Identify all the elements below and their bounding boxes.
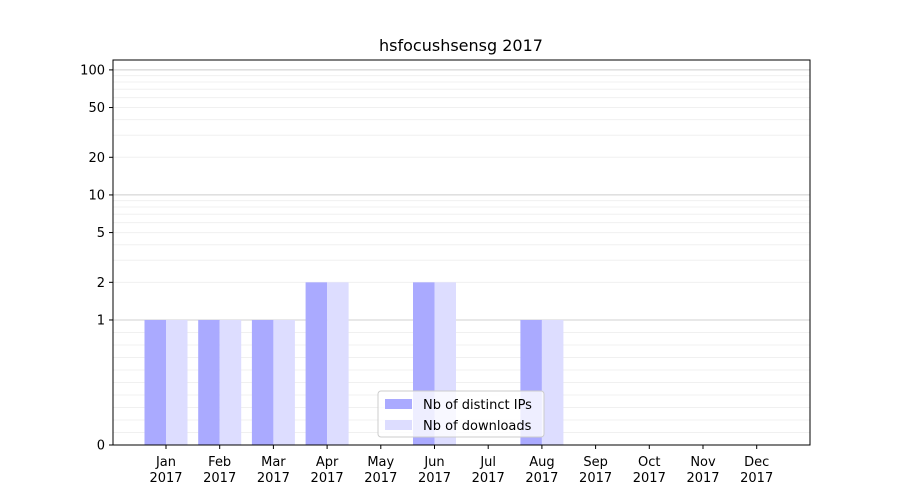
bar-downloads — [166, 319, 188, 445]
legend-swatch — [385, 420, 412, 430]
x-tick-label: Apr 2017 — [311, 455, 344, 486]
bar-distinct-ips — [251, 319, 274, 445]
y-tick-label: 20 — [88, 151, 105, 166]
x-tick-label: Aug 2017 — [525, 455, 558, 486]
x-tick-label: Jul 2017 — [472, 455, 505, 486]
x-tick-label: Nov 2017 — [686, 455, 719, 486]
x-tick-label: Dec 2017 — [740, 455, 773, 486]
bars — [144, 282, 564, 445]
y-tick-label: 10 — [88, 188, 105, 203]
legend-label: Nb of distinct IPs — [423, 398, 532, 413]
y-tick-label: 5 — [97, 226, 105, 241]
legend-box — [377, 390, 545, 438]
chart-title: hsfocushsensg 2017 — [379, 36, 543, 55]
bar-downloads — [219, 319, 242, 445]
x-tick-label: Feb 2017 — [203, 455, 236, 486]
bar-downloads — [541, 319, 564, 445]
x-tick-label: Mar 2017 — [257, 455, 290, 486]
x-tick-label: Sep 2017 — [579, 455, 612, 486]
bar-distinct-ips — [305, 282, 328, 445]
y-tick-label: 0 — [97, 439, 105, 454]
x-tick-label: Jan 2017 — [149, 455, 182, 486]
bar-distinct-ips — [144, 319, 166, 445]
x-tick-label: Oct 2017 — [633, 455, 666, 486]
x-axis: Jan 2017 Feb 2017 Mar 2017 Apr 2017 May 2017 Jun 20… — [149, 445, 773, 486]
legend-label: Nb of downloads — [423, 419, 532, 434]
y-tick-label: 1 — [97, 313, 105, 328]
plot-frame — [112, 59, 811, 446]
bar-downloads — [327, 282, 349, 445]
bar-distinct-ips — [198, 319, 220, 445]
y-tick-label: 2 — [97, 276, 105, 291]
legend: Nb of distinct IPs Nb of downloads — [377, 390, 545, 438]
y-tick-label: 50 — [88, 101, 105, 116]
x-tick-label: May 2017 — [364, 455, 397, 486]
x-tick-label: Jun 2017 — [418, 455, 451, 486]
y-axis: 0 1 2 5 10 20 50 100 — [80, 63, 113, 454]
legend-swatch — [385, 399, 412, 409]
y-tick-label: 100 — [80, 63, 105, 78]
bar-downloads — [273, 319, 295, 445]
